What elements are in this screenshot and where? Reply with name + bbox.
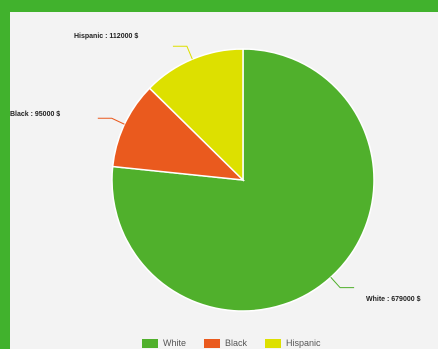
legend-label-black: Black <box>225 338 248 348</box>
leader-line-black <box>97 117 125 125</box>
slice-label-white: White : 679000 $ <box>366 296 421 303</box>
pie-chart: Hispanic : 112000 $ Black : 95000 $ Whit… <box>10 33 421 312</box>
pie-slice-black[interactable] <box>111 87 246 181</box>
legend-label-white: White <box>163 338 187 348</box>
slice-labels: Hispanic : 112000 $ Black : 95000 $ Whit… <box>10 33 421 303</box>
leader-line-hispanic <box>172 45 193 60</box>
legend-label-hispanic: Hispanic <box>286 338 321 348</box>
legend-swatch-black <box>204 338 221 348</box>
chart-panel: Hispanic : 112000 $ Black : 95000 $ Whit… <box>10 12 438 349</box>
label-leader-lines <box>97 45 355 289</box>
legend-item-black[interactable]: Black <box>204 338 247 348</box>
pie-slice-hispanic[interactable] <box>148 48 244 182</box>
legend-item-hispanic[interactable]: Hispanic <box>265 338 321 348</box>
slice-label-black: Black : 95000 $ <box>10 111 60 118</box>
slice-label-hispanic: Hispanic : 112000 $ <box>74 33 138 40</box>
pie-slices <box>111 48 375 312</box>
legend-item-white[interactable]: White <box>142 338 186 348</box>
leader-line-white <box>330 276 355 289</box>
chart-legend: White Black Hispanic <box>142 338 321 348</box>
legend-swatch-white <box>142 338 158 348</box>
legend-swatch-hispanic <box>265 338 282 348</box>
